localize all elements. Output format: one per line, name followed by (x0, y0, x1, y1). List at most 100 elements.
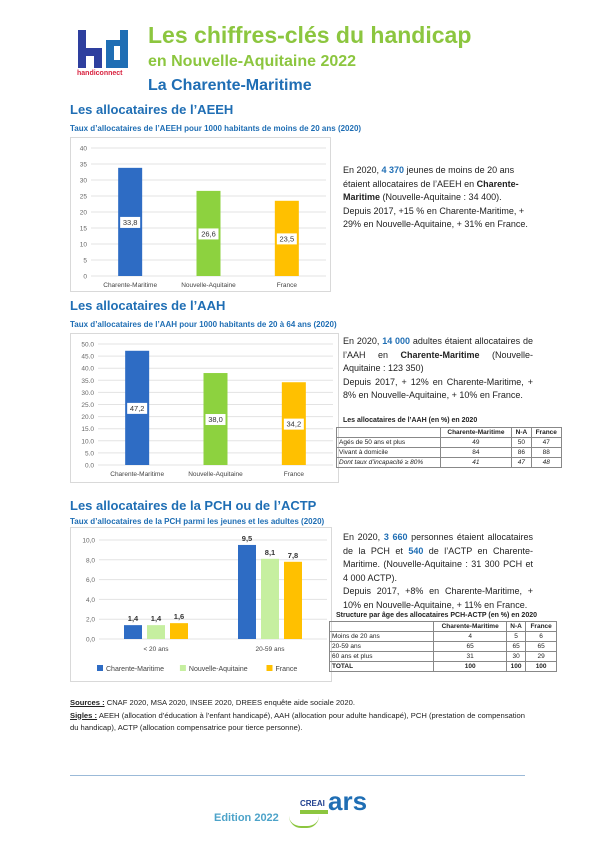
table-cell: Vivant à domicile (336, 447, 441, 458)
y-tick-label: 0,0 (86, 637, 95, 644)
y-tick-label: 25 (80, 194, 88, 201)
table-header-cell: Charente-Maritime (433, 621, 507, 632)
handiconnect-logo: handiconnect (74, 26, 134, 98)
bar (147, 625, 165, 639)
x-tick-label: < 20 ans (143, 646, 169, 653)
pch-section-subtitle: Taux d’allocataires de la PCH parmi les … (70, 517, 325, 526)
x-tick-label: France (277, 282, 298, 289)
table-cell: 49 (439, 437, 513, 448)
legend-label: Nouvelle-Aquitaine (189, 666, 248, 673)
x-tick-label: Nouvelle-Aquitaine (181, 282, 236, 289)
y-tick-label: 30 (80, 178, 88, 185)
data-label-bg (198, 228, 219, 240)
x-tick-label: 20-59 ans (256, 646, 286, 653)
footer-divider (70, 775, 525, 776)
page-subtitle: en Nouvelle-Aquitaine 2022 (148, 53, 357, 70)
table-cell: TOTAL (328, 661, 435, 672)
y-tick-label: 45.0 (81, 354, 94, 361)
table-cell: 6 (525, 631, 557, 642)
table-row: TOTAL 100 100 100 (328, 661, 557, 672)
page-title: Les chiffres-clés du handicap (148, 22, 472, 48)
aah-chart-svg: 0.0 5.0 10.0 15.0 20.0 25.0 30.0 35.0 40.0 45.0 50… (81, 342, 333, 478)
x-tick-label: Charente-Maritime (103, 282, 157, 289)
hd-logo-icon (78, 30, 128, 68)
table-row: 60 ans et plus 31 30 29 (328, 651, 557, 662)
pch-section-title: Les allocataires de la PCH ou de l’ACTP (70, 498, 317, 513)
data-label-bg (127, 402, 148, 414)
table-cell: 100 (525, 661, 557, 672)
y-tick-label: 20.0 (81, 414, 94, 421)
pch-chart-svg: 0,0 2,0 4,0 6,0 8,0 10,0 1,4 1,4 1,6 < 20 ans 9,5 8… (82, 534, 327, 673)
x-tick-label: Charente-Maritime (110, 471, 164, 478)
legend-swatch (266, 665, 273, 671)
data-label: 33,8 (123, 218, 138, 227)
table-header-cell (336, 427, 441, 438)
table-cell: Dont taux d’incapacité ≥ 80% (336, 457, 441, 468)
data-label-bg (283, 418, 304, 430)
table-header-cell: Charente-Maritime (439, 427, 513, 438)
table-row: Vivant à domicile 84 86 88 (336, 447, 562, 458)
table-cell: 50 (511, 437, 532, 448)
table-cell: 20-59 ans (328, 641, 435, 652)
data-label-bg (276, 233, 297, 245)
aah-table: Charente-Maritime N-A France Agés de 50 an… (336, 427, 562, 468)
y-tick-label: 0 (83, 274, 87, 281)
data-label: 38,0 (208, 415, 223, 424)
aeeh-paragraph: En 2020, 4 370 jeunes de moins de 20 ans… (343, 165, 528, 229)
table-cell: 31 (433, 651, 507, 662)
legend-label: France (276, 666, 298, 673)
bar (124, 625, 142, 639)
table-cell: 4 (433, 631, 507, 642)
y-tick-label: 5.0 (85, 450, 94, 457)
aeeh-section-title: Les allocataires de l’AEEH (70, 102, 234, 117)
aah-chart: 0.0 5.0 10.0 15.0 20.0 25.0 30.0 35.0 40.0 45.0 50… (70, 333, 339, 483)
table-cell: 41 (439, 457, 513, 468)
table-cell: 29 (525, 651, 557, 662)
y-tick-label: 30.0 (81, 390, 94, 397)
aah-paragraph: En 2020, 14 000 adultes étaient allocata… (343, 336, 533, 400)
data-label: 47,2 (130, 404, 145, 413)
aah-table-title: Les allocataires de l’AAH (en %) en 2020 (343, 417, 478, 424)
x-tick-label: France (284, 471, 305, 478)
table-cell: 100 (505, 661, 527, 672)
ars-swoosh-icon (289, 816, 319, 828)
table-row: Agés de 50 ans et plus 49 50 47 (336, 437, 562, 448)
y-tick-label: 10.0 (81, 438, 94, 445)
partner-logos: CREAI ars (286, 786, 382, 830)
pch-table-title: Structure par âge des allocataires PCH-A… (336, 612, 537, 619)
table-cell: Moins de 20 ans (328, 631, 435, 642)
table-header-cell: N-A (505, 621, 527, 632)
bar (284, 561, 302, 639)
data-label: 7,8 (288, 551, 298, 560)
edition-label: Edition 2022 (214, 812, 279, 824)
logo-text: handiconnect (77, 70, 123, 77)
y-tick-label: 2,0 (86, 617, 95, 624)
table-header-cell: France (525, 621, 557, 632)
bar (170, 623, 188, 639)
data-label: 26,6 (201, 229, 216, 238)
data-label-bg (120, 216, 141, 228)
table-cell: 84 (439, 447, 513, 458)
y-tick-label: 40.0 (81, 366, 94, 373)
table-cell: 86 (511, 447, 532, 458)
table-cell: 5 (505, 631, 527, 642)
y-tick-label: 40 (80, 146, 88, 153)
table-header-cell: France (530, 427, 562, 438)
data-label: 1,4 (151, 614, 162, 623)
ars-logo: ars (328, 786, 368, 816)
legend-label: Charente-Maritime (106, 666, 164, 673)
data-label: 23,5 (280, 234, 295, 243)
table-cell: 65 (433, 641, 507, 652)
bar (238, 544, 256, 639)
y-tick-label: 15.0 (81, 426, 94, 433)
table-cell: 48 (530, 457, 562, 468)
y-tick-label: 50.0 (81, 342, 94, 349)
data-label: 9,5 (242, 534, 252, 543)
pch-chart: 0,0 2,0 4,0 6,0 8,0 10,0 1,4 1,4 1,6 < 20 ans 9,5 8… (70, 527, 332, 682)
data-label: 1,4 (128, 614, 139, 623)
y-tick-label: 15 (80, 226, 88, 233)
territory-title: La Charente-Maritime (148, 77, 312, 94)
y-tick-label: 20 (80, 210, 88, 217)
data-label: 1,6 (174, 612, 184, 621)
aeeh-chart: 0 5 10 15 20 25 30 35 40 33,8 Charente-Maritime 26,… (70, 137, 331, 292)
